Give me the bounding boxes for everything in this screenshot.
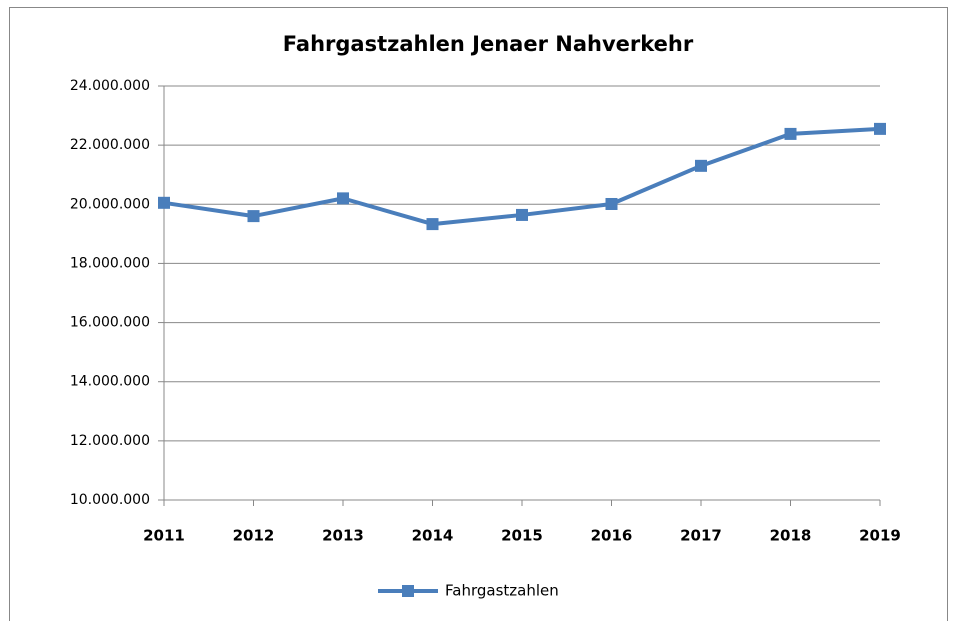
- x-tick-label: 2018: [770, 527, 812, 545]
- data-point: [516, 208, 528, 221]
- x-tick-label: 2011: [143, 527, 185, 545]
- x-tick-label: 2015: [501, 527, 543, 545]
- y-tick-label: 22.000.000: [70, 137, 150, 153]
- data-point: [695, 159, 707, 172]
- x-tick-label: 2013: [322, 527, 364, 545]
- chart-title: Fahrgastzahlen Jenaer Nahverkehr: [283, 32, 694, 56]
- data-point: [874, 122, 886, 135]
- y-tick-label: 18.000.000: [70, 255, 150, 271]
- data-point: [247, 210, 260, 223]
- data-point: [426, 218, 439, 231]
- legend-label: Fahrgastzahlen: [445, 582, 559, 600]
- y-tick-label: 20.000.000: [70, 196, 150, 212]
- chart-frame: [9, 7, 948, 621]
- y-tick-label: 14.000.000: [70, 374, 150, 390]
- x-tick-label: 2017: [680, 527, 722, 545]
- data-point: [337, 192, 349, 205]
- y-tick-label: 12.000.000: [70, 433, 150, 449]
- x-tick-label: 2016: [591, 527, 633, 545]
- legend-marker: [402, 585, 414, 597]
- y-tick-label: 16.000.000: [70, 315, 150, 331]
- x-tick-label: 2019: [859, 527, 901, 545]
- x-tick-label: 2014: [412, 527, 454, 545]
- data-point: [605, 197, 618, 210]
- x-tick-label: 2012: [233, 527, 275, 545]
- y-tick-label: 10.000.000: [70, 492, 150, 508]
- y-tick-label: 24.000.000: [70, 78, 150, 94]
- data-point: [784, 127, 797, 140]
- data-point: [158, 196, 170, 209]
